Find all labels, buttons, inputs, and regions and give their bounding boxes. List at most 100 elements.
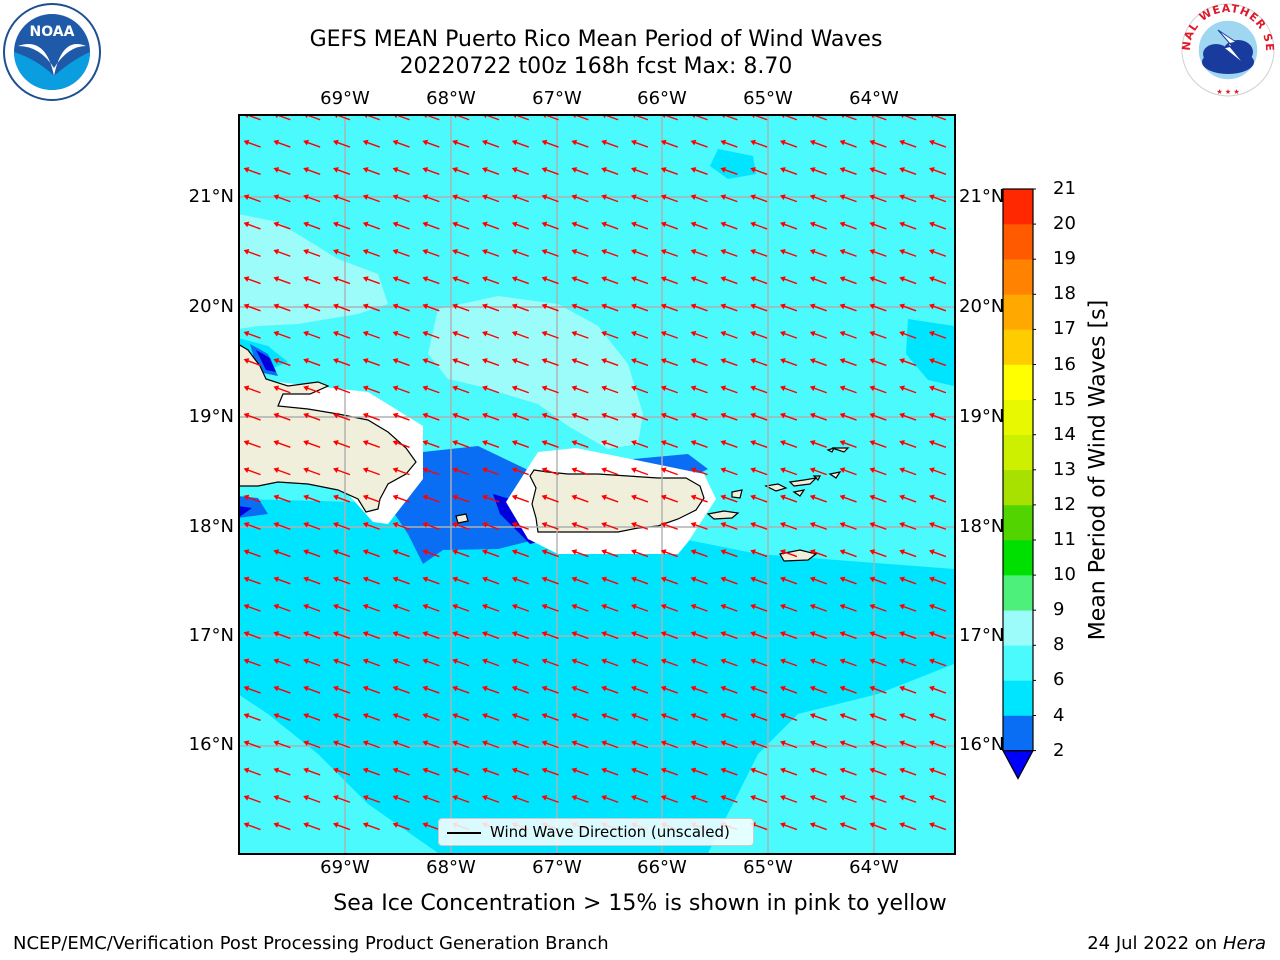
wave-direction-arrow: [750, 194, 768, 203]
wave-direction-arrow: [809, 713, 827, 721]
wave-direction-arrow: [720, 358, 738, 367]
wave-direction-arrow: [780, 303, 798, 312]
wave-direction-arrow: [660, 658, 678, 667]
wave-direction-arrow: [273, 576, 291, 585]
wave-direction-arrow: [660, 767, 678, 776]
wave-direction-arrow: [482, 412, 500, 421]
wave-direction-arrow: [899, 740, 917, 749]
lon-tick-bottom: 66°W: [637, 857, 687, 878]
wave-direction-arrow: [809, 248, 827, 257]
wave-direction-arrow: [601, 685, 619, 694]
wave-direction-arrow: [750, 549, 768, 558]
wave-direction-arrow: [392, 685, 410, 694]
colorbar-tick-label: 21: [1053, 178, 1076, 199]
wave-direction-arrow: [571, 521, 589, 530]
wave-direction-arrow: [392, 767, 410, 776]
wave-direction-arrow: [839, 467, 857, 476]
wave-direction-arrow: [750, 603, 768, 612]
wave-direction-arrow: [362, 385, 380, 394]
wave-direction-arrow: [422, 139, 440, 148]
wave-direction-arrow: [720, 276, 738, 285]
wave-direction-arrow: [333, 822, 351, 831]
wave-direction-arrow: [899, 194, 917, 203]
wave-direction-arrow: [780, 631, 798, 640]
wave-direction-arrow: [303, 221, 321, 230]
wave-direction-arrow: [243, 167, 261, 175]
wave-direction-arrow: [631, 221, 649, 230]
wave-direction-arrow: [780, 167, 798, 175]
wave-direction-arrow: [362, 412, 380, 421]
wave-direction-arrow: [929, 603, 947, 612]
wave-direction-arrow: [631, 631, 649, 640]
colorbar-tick-label: 9: [1053, 599, 1065, 621]
wave-direction-arrow: [362, 167, 380, 175]
wave-direction-arrow: [273, 740, 291, 749]
wave-direction-arrow: [929, 549, 947, 558]
colorbar-segment: [1003, 224, 1033, 260]
wave-direction-arrow: [541, 194, 559, 203]
wave-direction-arrow: [929, 521, 947, 530]
wave-direction-arrow: [362, 576, 380, 585]
wave-direction-arrow: [511, 658, 529, 667]
wave-direction-arrow: [303, 276, 321, 285]
lon-tick-top: 66°W: [637, 88, 687, 109]
graticule: [238, 114, 954, 853]
wave-direction-arrow: [362, 603, 380, 612]
lat-tick-right: 18°N: [959, 516, 1005, 537]
wave-direction-arrow: [243, 576, 261, 585]
wave-direction-arrow: [601, 740, 619, 749]
wave-direction-arrow: [750, 139, 768, 148]
wave-direction-arrow: [422, 303, 440, 312]
wave-direction-arrow: [750, 631, 768, 640]
colorbar-tick-label: 17: [1053, 318, 1076, 340]
nws-logo: NATIONAL WEATHER SERVICE ★ ★ ★: [1178, 2, 1275, 97]
wave-direction-arrow: [809, 822, 827, 831]
wave-direction-arrow: [690, 794, 708, 803]
wave-direction-arrow: [601, 794, 619, 803]
wave-direction-arrow: [362, 713, 380, 721]
wave-direction-arrow: [362, 194, 380, 203]
wave-direction-arrow: [362, 767, 380, 776]
hispaniola-land: [238, 343, 417, 513]
wave-direction-arrow: [333, 713, 351, 721]
wave-direction-arrow: [482, 740, 500, 749]
wave-direction-arrow: [273, 276, 291, 285]
wave-direction-arrow: [303, 440, 321, 448]
wave-direction-arrow: [809, 385, 827, 394]
wave-direction-arrow: [690, 658, 708, 667]
lat-tick-right: 21°N: [959, 186, 1005, 207]
wave-direction-arrow: [780, 330, 798, 339]
wave-direction-arrow: [243, 521, 261, 530]
wave-direction-arrow: [780, 576, 798, 585]
wave-direction-arrow: [631, 794, 649, 803]
period-4-6-region: [906, 319, 954, 386]
legend-line-sample: [447, 832, 481, 834]
wave-direction-arrow: [482, 303, 500, 312]
wave-direction-arrow: [333, 794, 351, 803]
wave-direction-arrow: [690, 358, 708, 367]
wave-direction-arrow: [720, 658, 738, 667]
wave-direction-arrow: [571, 603, 589, 612]
wave-direction-arrow: [571, 467, 589, 476]
wave-direction-arrow: [809, 794, 827, 803]
wave-direction-arrow: [869, 494, 887, 503]
colorbar: [1001, 188, 1036, 780]
wave-direction-arrow: [482, 221, 500, 230]
wave-direction-arrow: [273, 221, 291, 230]
wave-direction-arrow: [660, 603, 678, 612]
wave-direction-arrow: [929, 303, 947, 312]
wave-direction-arrow: [601, 467, 619, 476]
wave-direction-arrow: [780, 740, 798, 749]
wave-direction-arrow: [899, 221, 917, 230]
wave-direction-arrow: [780, 276, 798, 285]
wave-direction-arrow: [303, 549, 321, 558]
wave-direction-arrow: [809, 167, 827, 175]
wave-direction-arrow: [303, 521, 321, 530]
wave-direction-arrow: [452, 358, 470, 367]
wave-direction-arrow: [720, 794, 738, 803]
wave-direction-arrow: [243, 631, 261, 640]
wave-direction-arrow: [839, 576, 857, 585]
wave-direction-arrow: [601, 194, 619, 203]
wave-direction-arrow: [273, 194, 291, 203]
wave-direction-arrow: [631, 658, 649, 667]
